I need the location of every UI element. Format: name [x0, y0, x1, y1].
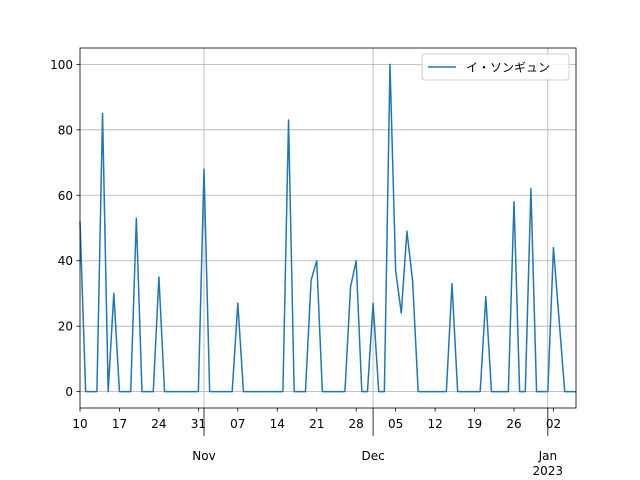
x-tick-label: 26 — [506, 417, 521, 431]
y-tick-label: 80 — [58, 123, 73, 137]
x-tick-label: 21 — [309, 417, 324, 431]
x-tick-label: 28 — [349, 417, 364, 431]
axes-frame — [79, 47, 577, 409]
x-tick-label: 31 — [191, 417, 206, 431]
y-tick-label: 100 — [50, 58, 73, 72]
x-tick-label: 07 — [230, 417, 245, 431]
x-tick-label: 17 — [112, 417, 127, 431]
y-tick-label: 20 — [58, 320, 73, 334]
line — [79, 63, 576, 393]
x-tick-label: 14 — [270, 417, 285, 431]
y-tick-label: 40 — [58, 254, 73, 268]
x-tick-label: 05 — [388, 417, 403, 431]
x-major-label: Dec — [361, 449, 385, 463]
y-tick-label: 0 — [65, 385, 73, 399]
x-tick-label: 12 — [427, 417, 442, 431]
x-major-label: Nov — [192, 449, 216, 463]
y-tick-label: 60 — [58, 189, 73, 203]
x-tick-label: 24 — [151, 417, 166, 431]
x-major-label: Jan 2023 — [532, 449, 564, 478]
x-tick-label: 19 — [467, 417, 482, 431]
legend-box — [421, 53, 570, 81]
x-tick-label: 10 — [72, 417, 87, 431]
x-tick-label: 02 — [546, 417, 561, 431]
legend-label: イ・ソンギュン — [466, 61, 550, 75]
